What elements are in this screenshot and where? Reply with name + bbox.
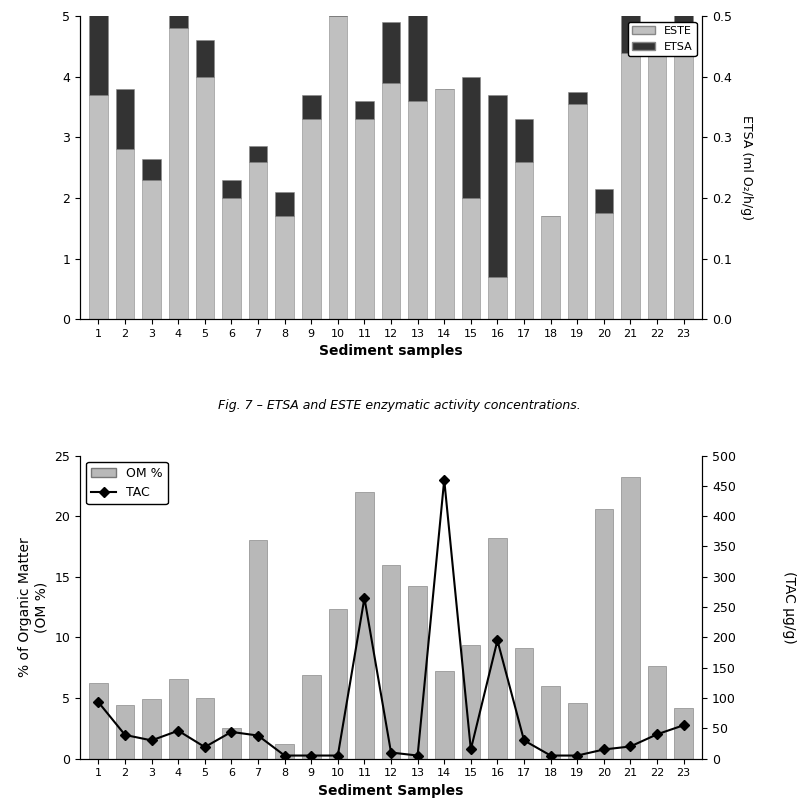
Legend: OM %, TAC: OM %, TAC: [86, 462, 168, 504]
Bar: [329, 16, 347, 320]
Bar: [169, 28, 188, 320]
Bar: [621, 0, 640, 52]
Bar: [568, 92, 587, 104]
Bar: [275, 744, 294, 759]
Y-axis label: ETSA (ml O₂/h/g): ETSA (ml O₂/h/g): [740, 115, 753, 220]
Bar: [568, 104, 587, 320]
Bar: [329, 609, 347, 759]
Bar: [169, 7, 188, 28]
Bar: [409, 0, 427, 101]
Bar: [488, 538, 507, 759]
Bar: [461, 198, 480, 320]
Bar: [196, 40, 214, 77]
Bar: [302, 119, 321, 320]
Bar: [89, 0, 108, 95]
Bar: [435, 671, 453, 759]
Bar: [674, 52, 693, 320]
Bar: [621, 478, 640, 759]
Bar: [381, 83, 401, 320]
Bar: [674, 10, 693, 52]
Bar: [222, 728, 241, 759]
X-axis label: Sediment Samples: Sediment Samples: [318, 784, 464, 798]
Bar: [355, 101, 373, 119]
Y-axis label: % of Organic Matter
(OM %): % of Organic Matter (OM %): [18, 537, 49, 677]
Legend: ESTE, ETSA: ESTE, ETSA: [628, 22, 697, 56]
Bar: [329, 11, 347, 16]
Bar: [409, 587, 427, 759]
Bar: [515, 119, 533, 161]
Bar: [89, 684, 108, 759]
Bar: [355, 492, 373, 759]
Bar: [302, 95, 321, 119]
Bar: [409, 101, 427, 320]
Bar: [541, 686, 560, 759]
Bar: [461, 645, 480, 759]
Bar: [595, 509, 613, 759]
Bar: [488, 277, 507, 320]
Bar: [275, 216, 294, 320]
X-axis label: Sediment samples: Sediment samples: [319, 345, 463, 358]
Bar: [275, 192, 294, 216]
Bar: [142, 180, 161, 320]
Bar: [222, 198, 241, 320]
Bar: [302, 675, 321, 759]
Bar: [595, 213, 613, 320]
Bar: [461, 77, 480, 198]
Bar: [488, 95, 507, 277]
Bar: [515, 161, 533, 320]
Bar: [89, 95, 108, 320]
Bar: [142, 699, 161, 759]
Bar: [169, 679, 188, 759]
Bar: [249, 146, 267, 161]
Bar: [568, 703, 587, 759]
Bar: [142, 158, 161, 180]
Bar: [595, 189, 613, 213]
Bar: [674, 708, 693, 759]
Bar: [355, 119, 373, 320]
Bar: [196, 77, 214, 320]
Bar: [541, 216, 560, 320]
Bar: [435, 89, 453, 320]
Bar: [621, 52, 640, 320]
Bar: [249, 161, 267, 320]
Bar: [381, 565, 401, 759]
Bar: [116, 89, 134, 149]
Bar: [648, 667, 666, 759]
Text: Fig. 7 – ETSA and ESTE enzymatic activity concentrations.: Fig. 7 – ETSA and ESTE enzymatic activit…: [218, 399, 580, 412]
Bar: [515, 648, 533, 759]
Bar: [116, 705, 134, 759]
Bar: [381, 23, 401, 83]
Y-axis label: Total Aromatic Compounds
(TAC μg/g): Total Aromatic Compounds (TAC μg/g): [782, 514, 798, 700]
Bar: [196, 698, 214, 759]
Bar: [222, 180, 241, 198]
Bar: [648, 52, 666, 320]
Bar: [249, 541, 267, 759]
Bar: [116, 149, 134, 320]
